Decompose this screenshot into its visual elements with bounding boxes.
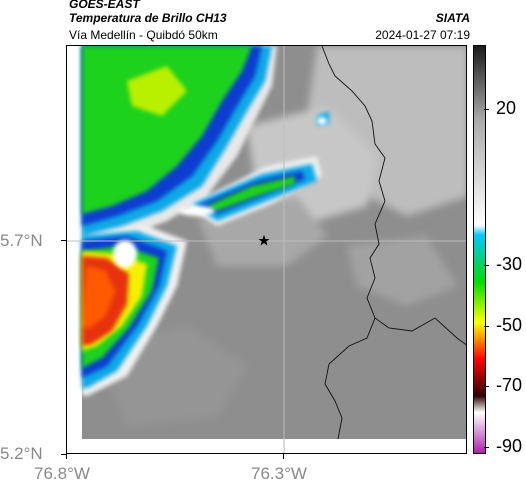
lon-label: 76.3°W: [251, 464, 307, 483]
lat-tick: [61, 240, 66, 241]
colorbar-label: -30: [496, 254, 523, 274]
colorbar-label: 20: [496, 98, 517, 118]
satellite-image: [67, 46, 466, 453]
colorbar-label: -70: [496, 375, 523, 395]
colorbar-tick: [484, 326, 489, 327]
colorbar-label: -90: [496, 436, 523, 456]
satellite-map: [66, 45, 467, 454]
lon-label: 76.8°W: [34, 464, 90, 483]
star-icon: [258, 235, 270, 246]
lat-label: 5.7°N: [0, 231, 43, 250]
department-border: [321, 46, 466, 440]
lat-label: 5.2°N: [0, 444, 43, 463]
satellite-name: GOES-EAST: [69, 0, 140, 11]
colorbar-label: -50: [496, 315, 523, 335]
colorbar-tick: [484, 386, 489, 387]
colorbar-tick: [484, 109, 489, 110]
colorbar-tick: [484, 265, 489, 266]
product-title: Temperatura de Brillo CH13: [69, 11, 227, 25]
organization-label: SIATA: [435, 11, 470, 25]
lat-tick: [61, 454, 66, 455]
lon-tick: [66, 454, 67, 459]
lon-tick: [283, 454, 284, 459]
colorbar-tick: [484, 447, 489, 448]
colorbar: [473, 45, 486, 454]
timestamp-label: 2024-01-27 07:19: [375, 28, 470, 42]
area-subtitle: Vía Medellín - Quibdó 50km: [69, 28, 218, 42]
